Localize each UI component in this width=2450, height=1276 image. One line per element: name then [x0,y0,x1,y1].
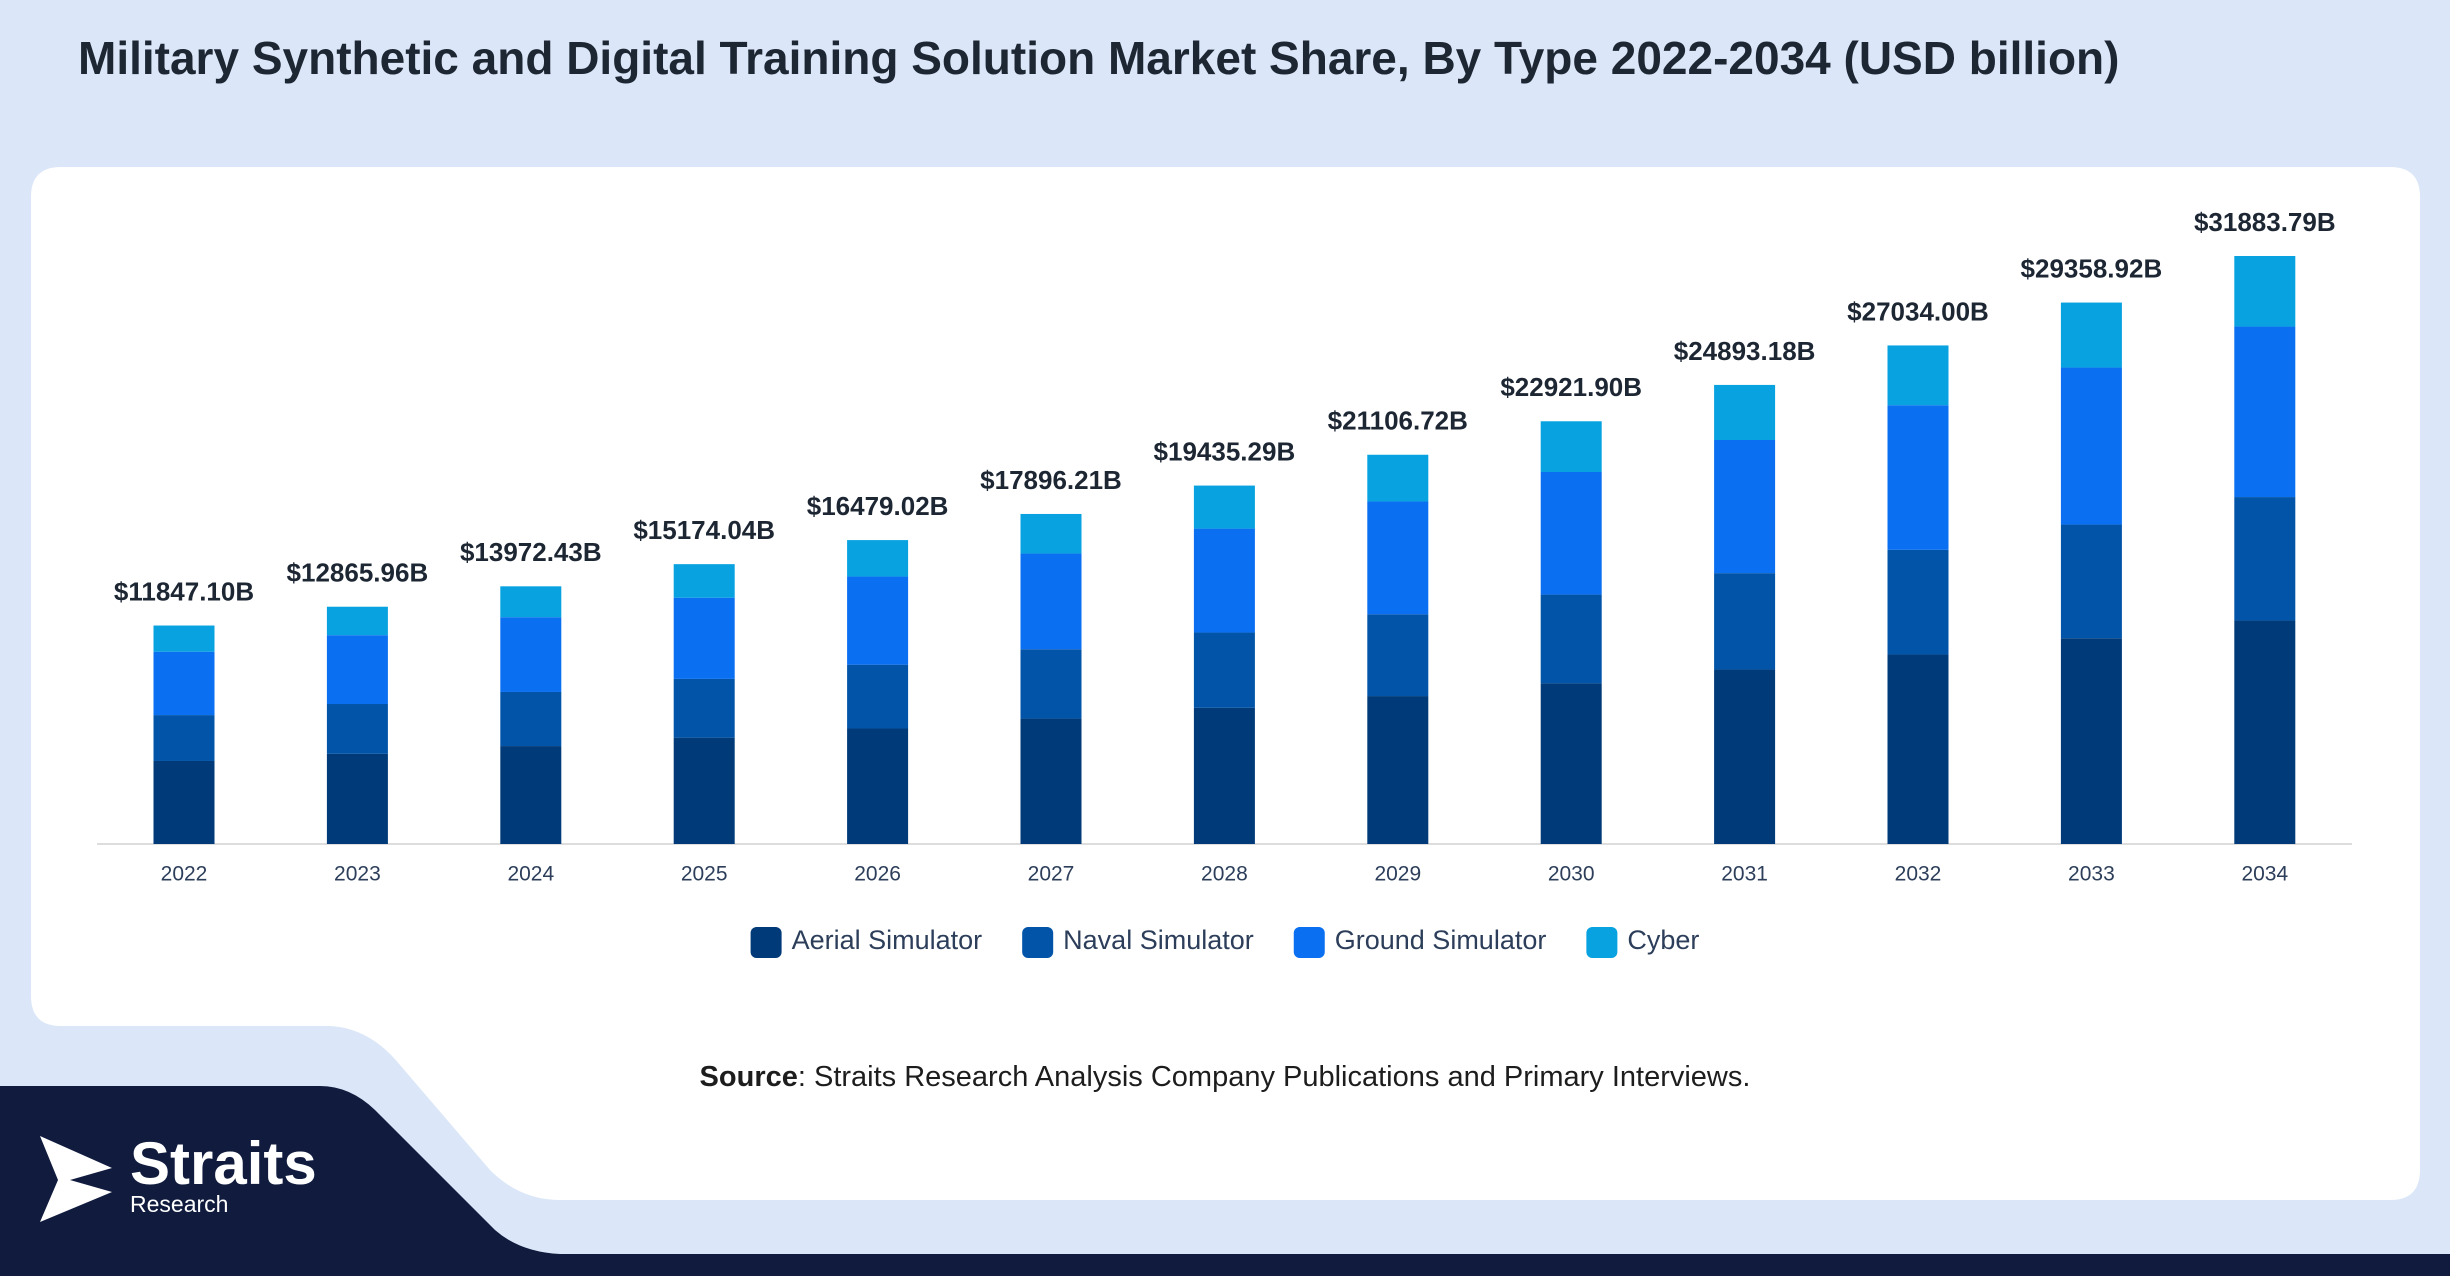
total-label: $21106.72B [1328,406,1468,436]
legend-swatch [1586,927,1618,958]
bar-segment [326,704,388,754]
bar-segment [847,576,909,665]
x-tick-label: 2023 [334,863,381,886]
bar-segment [153,651,215,716]
bar-segment [1367,454,1429,502]
bar-segment [1887,345,1949,406]
bar-segment [673,597,735,679]
bar-segment [1540,472,1602,595]
x-tick-label: 2024 [507,863,554,886]
bar-segment [1887,549,1949,655]
bar-segment [2060,524,2122,639]
bar-segment [500,691,562,747]
total-label: $19435.29B [1154,436,1296,466]
bar-segment [1540,421,1602,473]
bar-segment [673,737,735,844]
x-tick-label: 2032 [1895,863,1942,886]
bar-segment [2234,326,2296,498]
source-label: Source [700,1061,798,1093]
total-label: $11847.10B [114,576,254,606]
bar-segment [1367,501,1429,615]
bar-segment [2060,367,2122,525]
bar-segment [673,564,735,598]
logo-sub: Research [130,1191,228,1217]
bar-segment [1193,528,1255,633]
x-tick-label: 2026 [854,863,901,886]
logo-name: Straits [130,1130,317,1197]
x-tick-label: 2031 [1721,863,1768,886]
total-label: $16479.02B [807,491,949,521]
legend-label: Aerial Simulator [792,925,983,955]
chart-title: Military Synthetic and Digital Training … [78,32,2119,84]
legend-label: Ground Simulator [1335,925,1547,955]
bar-segment [1193,485,1255,529]
bar-segment [1714,384,1776,441]
bar-segment [2234,497,2296,621]
bar-segment [326,753,388,844]
bar-segment [2234,620,2296,844]
bar-segment [326,606,388,636]
total-label: $29358.92B [2021,253,2163,283]
bar-segment [1540,683,1602,844]
bar-segment [1714,669,1776,844]
total-label: $15174.04B [633,515,775,545]
x-tick-label: 2029 [1374,863,1421,886]
bar-segment [1193,632,1255,708]
total-label: $22921.90B [1500,372,1642,402]
bar-segment [153,760,215,844]
bar-segment [500,746,562,844]
bar-segment [1887,405,1949,550]
logo-mark [40,1136,112,1222]
source-text: : Straits Research Analysis Company Publ… [798,1061,1751,1093]
total-label: $31883.79B [2194,207,2336,237]
footer-band [0,1086,2450,1276]
legend-swatch [1293,927,1325,958]
legend-swatch [750,927,782,958]
bar-segment [1020,649,1082,719]
x-tick-label: 2025 [681,863,728,886]
x-tick-label: 2022 [161,863,208,886]
bar-segment [847,540,909,577]
bar-segment [847,664,909,729]
total-label: $24893.18B [1674,336,1816,366]
bar-segment [153,715,215,761]
bar-segment [2060,638,2122,844]
total-label: $17896.21B [980,465,1122,495]
legend-label: Naval Simulator [1063,925,1254,955]
bar-segment [326,635,388,705]
x-tick-label: 2030 [1548,863,1595,886]
x-tick-label: 2034 [2241,863,2288,886]
total-label: $27034.00B [1847,296,1989,326]
bar-segment [500,617,562,692]
total-label: $13972.43B [460,537,602,567]
bar-segment [1887,654,1949,844]
bar-segment [1714,573,1776,670]
bar-segment [153,625,215,652]
bar-segment [1193,707,1255,844]
x-tick-label: 2027 [1028,863,1075,886]
bar-segment [1020,513,1082,554]
bar-segment [1020,553,1082,650]
source: Source: Straits Research Analysis Compan… [700,1061,1751,1093]
legend-swatch [1022,927,1054,958]
bar-segment [1367,614,1429,697]
bar-segment [1540,594,1602,684]
bar-segment [847,728,909,844]
bar-segment [2060,302,2122,368]
x-tick-label: 2028 [1201,863,1248,886]
bar-segment [500,586,562,618]
total-label: $12865.96B [287,558,429,588]
legend-label: Cyber [1627,925,1699,955]
bar-segment [2234,256,2296,327]
x-tick-label: 2033 [2068,863,2115,886]
bar-segment [1714,440,1776,574]
bar-segment [673,678,735,738]
bar-segment [1020,718,1082,844]
bar-segment [1367,696,1429,844]
